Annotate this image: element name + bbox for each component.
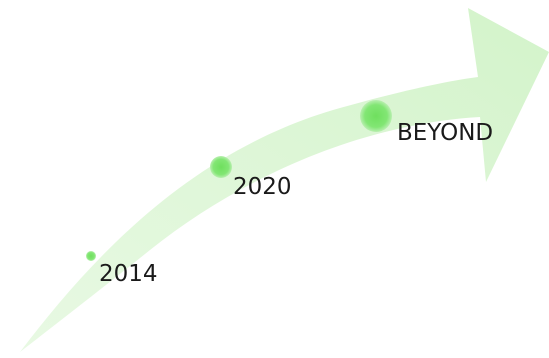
milestone-dot-2020 [210,156,232,178]
milestone-dot-beyond [360,100,392,132]
milestone-dot-2014 [86,251,96,261]
milestone-label-2020: 2020 [233,174,292,200]
milestone-label-beyond: BEYOND [397,120,493,146]
milestone-label-2014: 2014 [99,261,158,287]
curved-arrow-shape [20,8,549,352]
